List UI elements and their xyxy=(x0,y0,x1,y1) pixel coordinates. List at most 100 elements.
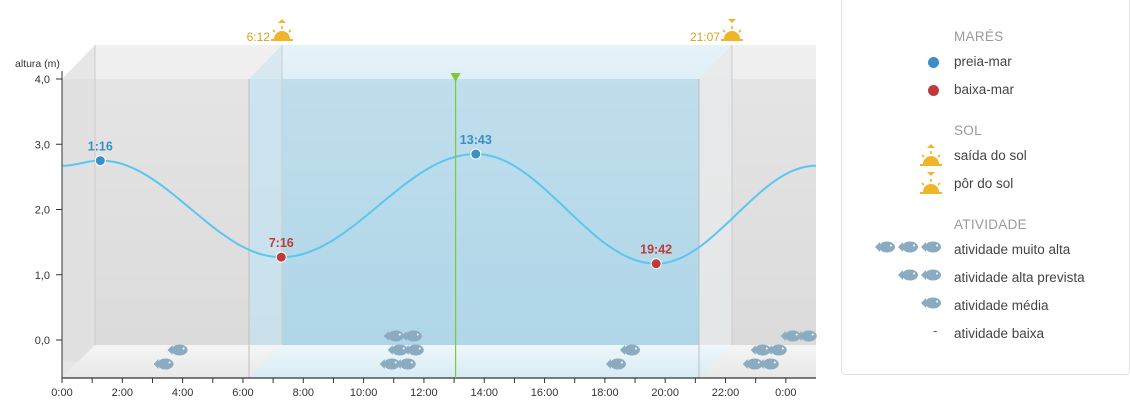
floor-day xyxy=(249,345,732,378)
sunrise-time-label: 6:12 xyxy=(247,30,271,44)
x-tick-label: 8:00 xyxy=(293,387,314,399)
legend-sunset: pôr do sol xyxy=(954,176,1013,191)
legend-activity-low: atividade baixa xyxy=(954,326,1044,341)
sun-arrow-down-icon xyxy=(728,19,736,23)
sun-horizon xyxy=(721,39,743,41)
x-tick-label: 22:00 xyxy=(712,387,740,399)
fish-body xyxy=(925,242,941,253)
x-tick-label: 4:00 xyxy=(172,387,193,399)
fish-body xyxy=(763,359,779,370)
fish-body xyxy=(902,270,918,281)
activity-very-high-icon xyxy=(874,238,944,256)
fish-body xyxy=(902,242,918,253)
low-tide-label: 19:42 xyxy=(640,243,672,257)
fish-eye xyxy=(936,245,938,247)
fish-body xyxy=(388,331,404,342)
fish-body xyxy=(925,270,941,281)
fish-eye xyxy=(419,348,421,350)
x-tick-label: 12:00 xyxy=(410,387,438,399)
high-tide-dot-icon xyxy=(928,57,939,68)
tide-chart: 4,0 3,0 2,0 1,0 0,0 altura (m) 0:00 2:00 4:00 6:0… xyxy=(0,0,835,407)
x-tick-label: 2:00 xyxy=(112,387,133,399)
sunrise-divider xyxy=(249,45,282,378)
legend-fish-icon xyxy=(898,242,918,253)
fish-body xyxy=(801,331,817,342)
legend-tides-title: MARÉS xyxy=(954,29,1004,44)
fish-eye xyxy=(774,362,776,364)
legend-activity-high: atividade alta prevista xyxy=(954,270,1085,285)
fish-eye xyxy=(913,273,915,275)
fish-eye xyxy=(796,334,798,336)
high-tide-label: 13:43 xyxy=(460,133,492,147)
legend-fish-icon xyxy=(898,270,918,281)
high-tide-point xyxy=(471,149,481,159)
fish-eye xyxy=(782,348,784,350)
fish-eye xyxy=(183,348,185,350)
activity-low-icon: - xyxy=(933,323,937,338)
legend-fish-icon xyxy=(875,242,895,253)
y-tick-label: 2,0 xyxy=(35,205,50,217)
x-tick-label: 20:00 xyxy=(651,387,679,399)
legend-low-tide: baixa-mar xyxy=(954,82,1014,97)
x-tick-label: 16:00 xyxy=(531,387,559,399)
fish-eye xyxy=(812,334,814,336)
fish-eye xyxy=(399,334,401,336)
x-tick-label: 10:00 xyxy=(350,387,378,399)
legend-activity-medium: atividade média xyxy=(954,298,1049,313)
fish-eye xyxy=(936,301,938,303)
fish-body xyxy=(925,298,941,309)
sun-ray xyxy=(723,30,725,32)
fish-body xyxy=(624,345,640,356)
x-tick-label: 14:00 xyxy=(470,387,498,399)
fish-body xyxy=(406,331,422,342)
y-tick-label: 0,0 xyxy=(35,335,50,347)
sun-half xyxy=(274,31,290,39)
low-tide-dot-icon xyxy=(928,85,939,96)
activity-high-icon xyxy=(897,266,944,284)
sun-arrow-up-icon xyxy=(278,19,286,23)
sun-ray xyxy=(289,30,291,32)
sun-ray xyxy=(739,30,741,32)
x-tick-label: 18:00 xyxy=(591,387,619,399)
fish-eye xyxy=(411,362,413,364)
fish-body xyxy=(400,359,416,370)
sunset-divider xyxy=(699,45,732,378)
y-tick-label: 4,0 xyxy=(35,74,50,86)
sun-markers: 6:12 21:07 xyxy=(247,19,743,44)
fish-eye xyxy=(758,362,760,364)
day-front xyxy=(249,79,699,378)
legend-fish-icon xyxy=(921,298,941,309)
sunrise-icon xyxy=(271,19,293,41)
high-tide-label: 1:16 xyxy=(88,140,113,154)
fish-body xyxy=(610,359,626,370)
x-tick-label: 0:00 xyxy=(51,387,72,399)
fish-body xyxy=(879,242,895,253)
legend-sunrise: saída do sol xyxy=(954,148,1027,163)
y-axis-title: altura (m) xyxy=(15,58,60,70)
low-tide-point xyxy=(276,252,286,262)
fish-body xyxy=(408,345,424,356)
legend-sun-title: SOL xyxy=(954,123,982,138)
y-tick-label: 1,0 xyxy=(35,270,50,282)
fish-body xyxy=(771,345,787,356)
sunrise-icon xyxy=(918,144,944,168)
low-tide-label: 7:16 xyxy=(269,236,294,250)
plot-background xyxy=(62,45,816,378)
sun-ray xyxy=(273,30,275,32)
night-front-left xyxy=(62,79,249,362)
sun-half xyxy=(724,31,740,39)
fish-eye xyxy=(766,348,768,350)
sun-horizon xyxy=(271,39,293,41)
fish-eye xyxy=(395,362,397,364)
x-tick-label: 6:00 xyxy=(232,387,253,399)
fish-eye xyxy=(403,348,405,350)
legend-high-tide: preia-mar xyxy=(954,54,1012,69)
legend-activity-title: ATIVIDADE xyxy=(954,217,1027,232)
fish-eye xyxy=(936,273,938,275)
fish-eye xyxy=(169,362,171,364)
fish-eye xyxy=(417,334,419,336)
x-tick-label: 0:00 xyxy=(775,387,796,399)
legend-panel: MARÉS preia-mar baixa-mar SOL saída do s… xyxy=(841,0,1130,375)
fish-body xyxy=(172,345,188,356)
sunset-time-label: 21:07 xyxy=(690,30,720,44)
